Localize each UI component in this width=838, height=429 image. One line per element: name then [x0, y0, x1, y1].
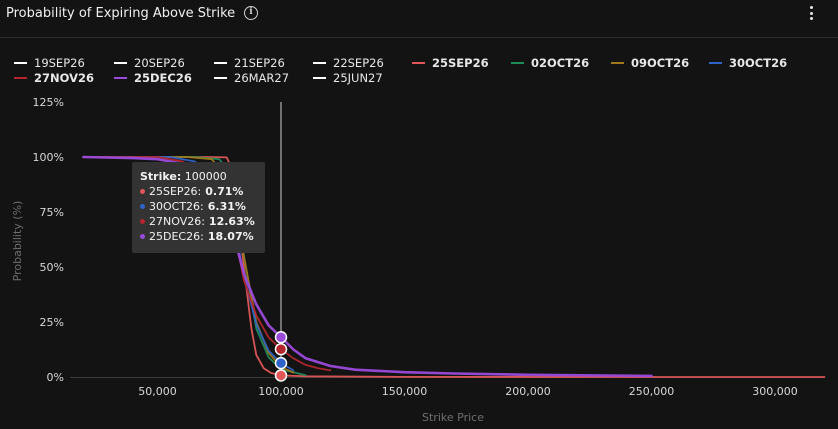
tooltip-dot: [140, 189, 145, 194]
y-tick-label: 100%: [33, 151, 64, 164]
tooltip-strike-row: Strike: 100000: [140, 169, 257, 184]
x-axis-title: Strike Price: [422, 411, 484, 424]
tooltip-series-label: 25DEC26:: [149, 230, 204, 243]
legend-item-26mar27[interactable]: 26MAR27: [214, 71, 289, 85]
legend-swatch: [14, 62, 27, 64]
legend-label: 02OCT26: [531, 56, 590, 70]
legend-item-22sep26[interactable]: 22SEP26: [313, 56, 384, 70]
x-tick-label: 50,000: [138, 385, 177, 398]
chart-title: Probability of Expiring Above Strike: [6, 6, 236, 21]
legend-item-27nov26[interactable]: 27NOV26: [14, 71, 94, 85]
legend-swatch: [313, 62, 326, 64]
legend-label: 30OCT26: [729, 56, 788, 70]
legend-item-30oct26[interactable]: 30OCT26: [709, 56, 787, 70]
y-tick-label: 25%: [40, 316, 64, 329]
legend-swatch: [14, 77, 27, 79]
legend-label: 20SEP26: [134, 56, 185, 70]
tooltip-series-label: 30OCT26:: [149, 200, 204, 213]
x-tick-label: 300,000: [752, 385, 798, 398]
hover-marker-30oct26: [274, 356, 288, 370]
hover-marker-25sep26: [274, 369, 288, 382]
tooltip-series-value: 12.63%: [208, 215, 255, 228]
y-axis-title: Probability (%): [11, 201, 24, 282]
y-tick-label: 0%: [47, 371, 64, 384]
legend-item-09oct26[interactable]: 09OCT26: [611, 56, 689, 70]
tooltip-row: 25SEP26: 0.71%: [140, 184, 257, 199]
chart-header: Probability of Expiring Above Strike i: [0, 0, 838, 38]
legend-label: 09OCT26: [631, 56, 690, 70]
legend-label: 19SEP26: [34, 56, 85, 70]
tooltip-strike-label: Strike:: [140, 170, 182, 183]
legend-label: 25DEC26: [134, 71, 192, 85]
legend-label: 22SEP26: [333, 56, 384, 70]
legend-label: 25JUN27: [333, 71, 383, 85]
y-tick-label: 75%: [40, 206, 64, 219]
legend-label: 21SEP26: [234, 56, 285, 70]
legend-item-25sep26[interactable]: 25SEP26: [412, 56, 489, 70]
x-tick-label: 200,000: [505, 385, 551, 398]
hover-marker-27nov26: [274, 342, 288, 356]
tooltip-strike-value: 100000: [184, 170, 227, 183]
y-tick-label: 50%: [40, 261, 64, 274]
tooltip-series-label: 27NOV26:: [149, 215, 205, 228]
series-line-27nov26: [82, 156, 332, 372]
series-line-25sep26: [82, 156, 826, 378]
legend-item-20sep26[interactable]: 20SEP26: [114, 56, 185, 70]
x-tick-label: 250,000: [629, 385, 675, 398]
y-tick-label: 125%: [33, 96, 64, 109]
legend-swatch: [412, 62, 425, 64]
legend-label: 25SEP26: [432, 56, 489, 70]
more-options-icon[interactable]: [806, 4, 816, 24]
legend-item-02oct26[interactable]: 02OCT26: [511, 56, 589, 70]
tooltip-dot: [140, 234, 145, 239]
legend-swatch: [214, 62, 227, 64]
x-tick-label: 100,000: [258, 385, 304, 398]
tooltip-series-value: 0.71%: [205, 185, 244, 198]
legend-item-21sep26[interactable]: 21SEP26: [214, 56, 285, 70]
tooltip-series-value: 18.07%: [207, 230, 254, 243]
tooltip-row: 25DEC26: 18.07%: [140, 229, 257, 244]
legend-item-25dec26[interactable]: 25DEC26: [114, 71, 192, 85]
tooltip-dot: [140, 219, 145, 224]
info-icon[interactable]: i: [244, 6, 258, 20]
legend-item-25jun27[interactable]: 25JUN27: [313, 71, 383, 85]
legend-label: 26MAR27: [234, 71, 290, 85]
legend-item-19sep26[interactable]: 19SEP26: [14, 56, 85, 70]
chart-tooltip: Strike: 100000 25SEP26: 0.71% 30OCT26: 6.31…: [132, 162, 265, 253]
x-tick-label: 150,000: [382, 385, 428, 398]
tooltip-row: 27NOV26: 12.63%: [140, 214, 257, 229]
legend-swatch: [611, 62, 624, 64]
tooltip-dot: [140, 204, 145, 209]
legend-swatch: [511, 62, 524, 64]
tooltip-row: 30OCT26: 6.31%: [140, 199, 257, 214]
legend-swatch: [114, 62, 127, 64]
legend-swatch: [214, 77, 227, 79]
legend-label: 27NOV26: [34, 71, 94, 85]
legend-swatch: [709, 62, 722, 64]
legend-swatch: [114, 77, 127, 79]
tooltip-series-value: 6.31%: [207, 200, 246, 213]
tooltip-series-label: 25SEP26:: [149, 185, 202, 198]
legend-swatch: [313, 77, 326, 79]
hover-marker-25dec26: [274, 330, 288, 344]
